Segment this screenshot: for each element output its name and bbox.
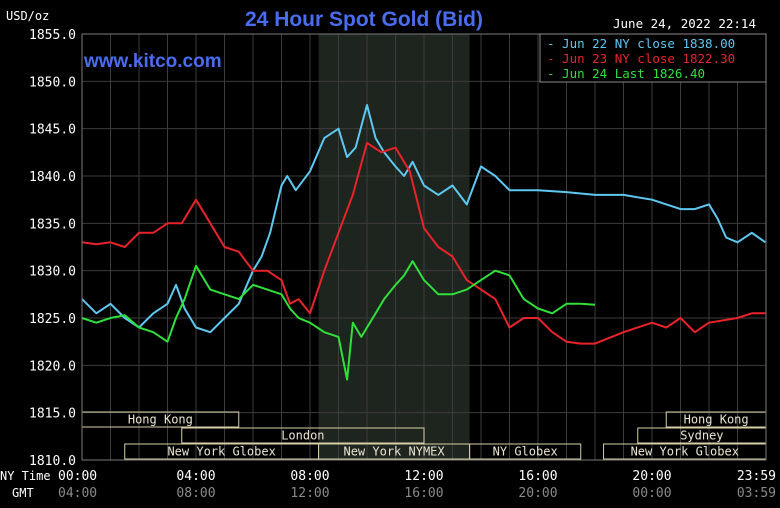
series-line-3 [81,260,596,381]
y-tick-label: 1820.0 [29,359,76,374]
session-label: NY Globex [493,445,558,459]
y-tick-label: 1825.0 [29,312,76,327]
x-tick-label-gmt: 20:00 [518,486,557,501]
session-bar [181,427,425,444]
x-tick-label-ny: 04:00 [176,469,215,484]
legend-entry-1: - Jun 22 NY close 1838.00 [547,36,735,51]
timestamp: June 24, 2022 22:14 [613,16,756,31]
x-tick-label-ny: 12:00 [404,469,443,484]
nymex-shade-rect [318,34,470,460]
session-label: London [281,429,324,443]
legend-box [539,33,767,83]
series-line-2 [81,141,766,345]
legend: - Jun 22 NY close 1838.00- Jun 23 NY clo… [539,33,767,83]
gmt-label: GMT [12,486,34,500]
x-tick-label-ny: 08:00 [290,469,329,484]
x-tick-label-gmt: 16:00 [404,486,443,501]
y-tick-label: 1815.0 [29,407,76,422]
x-tick-label-gmt: 00:00 [632,486,671,501]
y-tick-label: 1830.0 [29,265,76,280]
session-label: Hong Kong [684,413,749,427]
x-tick-label-ny: 20:00 [632,469,671,484]
units-label: USD/oz [6,9,49,23]
x-tick-label-ny: 16:00 [518,469,557,484]
y-tick-label: 1835.0 [29,217,76,232]
axes: 1855.0 1850.0 1845.0 1840.0 1835.0 1830.0 1825… [29,28,776,501]
session-label: Sydney [680,429,723,443]
legend-entry-2: - Jun 23 NY close 1822.30 [547,51,735,66]
x-tick-label-gmt: 03:59 [737,486,776,501]
series-line-1 [81,104,766,334]
y-tick-label: 1850.0 [29,75,76,90]
x-tick-label-ny: 23:59 [737,469,776,484]
x-tick-label-ny: 00:00 [58,469,97,484]
ny-time-label: NY Time [0,469,51,483]
x-tick-label-gmt: 12:00 [290,486,329,501]
y-tick-label: 1840.0 [29,170,76,185]
nymex-session-shading [318,34,470,460]
y-tick-label: 1855.0 [29,28,76,43]
chart-title: 24 Hour Spot Gold (Bid) [245,8,483,31]
x-tick-label-gmt: 04:00 [58,486,97,501]
session-label: Hong Kong [128,413,193,427]
session-label: New York Globex [631,445,739,459]
y-tick-label: 1845.0 [29,123,76,138]
plot-frame [81,33,767,461]
session-label: New York Globex [167,445,275,459]
legend-entry-3: - Jun 24 Last 1826.40 [547,66,705,81]
price-series [81,104,766,381]
session-label: New York NYMEX [343,445,445,459]
watermark-text: www.kitco.com [83,51,222,72]
session-bar [469,443,582,460]
y-tick-label: 1810.0 [29,454,76,469]
x-tick-label-gmt: 08:00 [176,486,215,501]
